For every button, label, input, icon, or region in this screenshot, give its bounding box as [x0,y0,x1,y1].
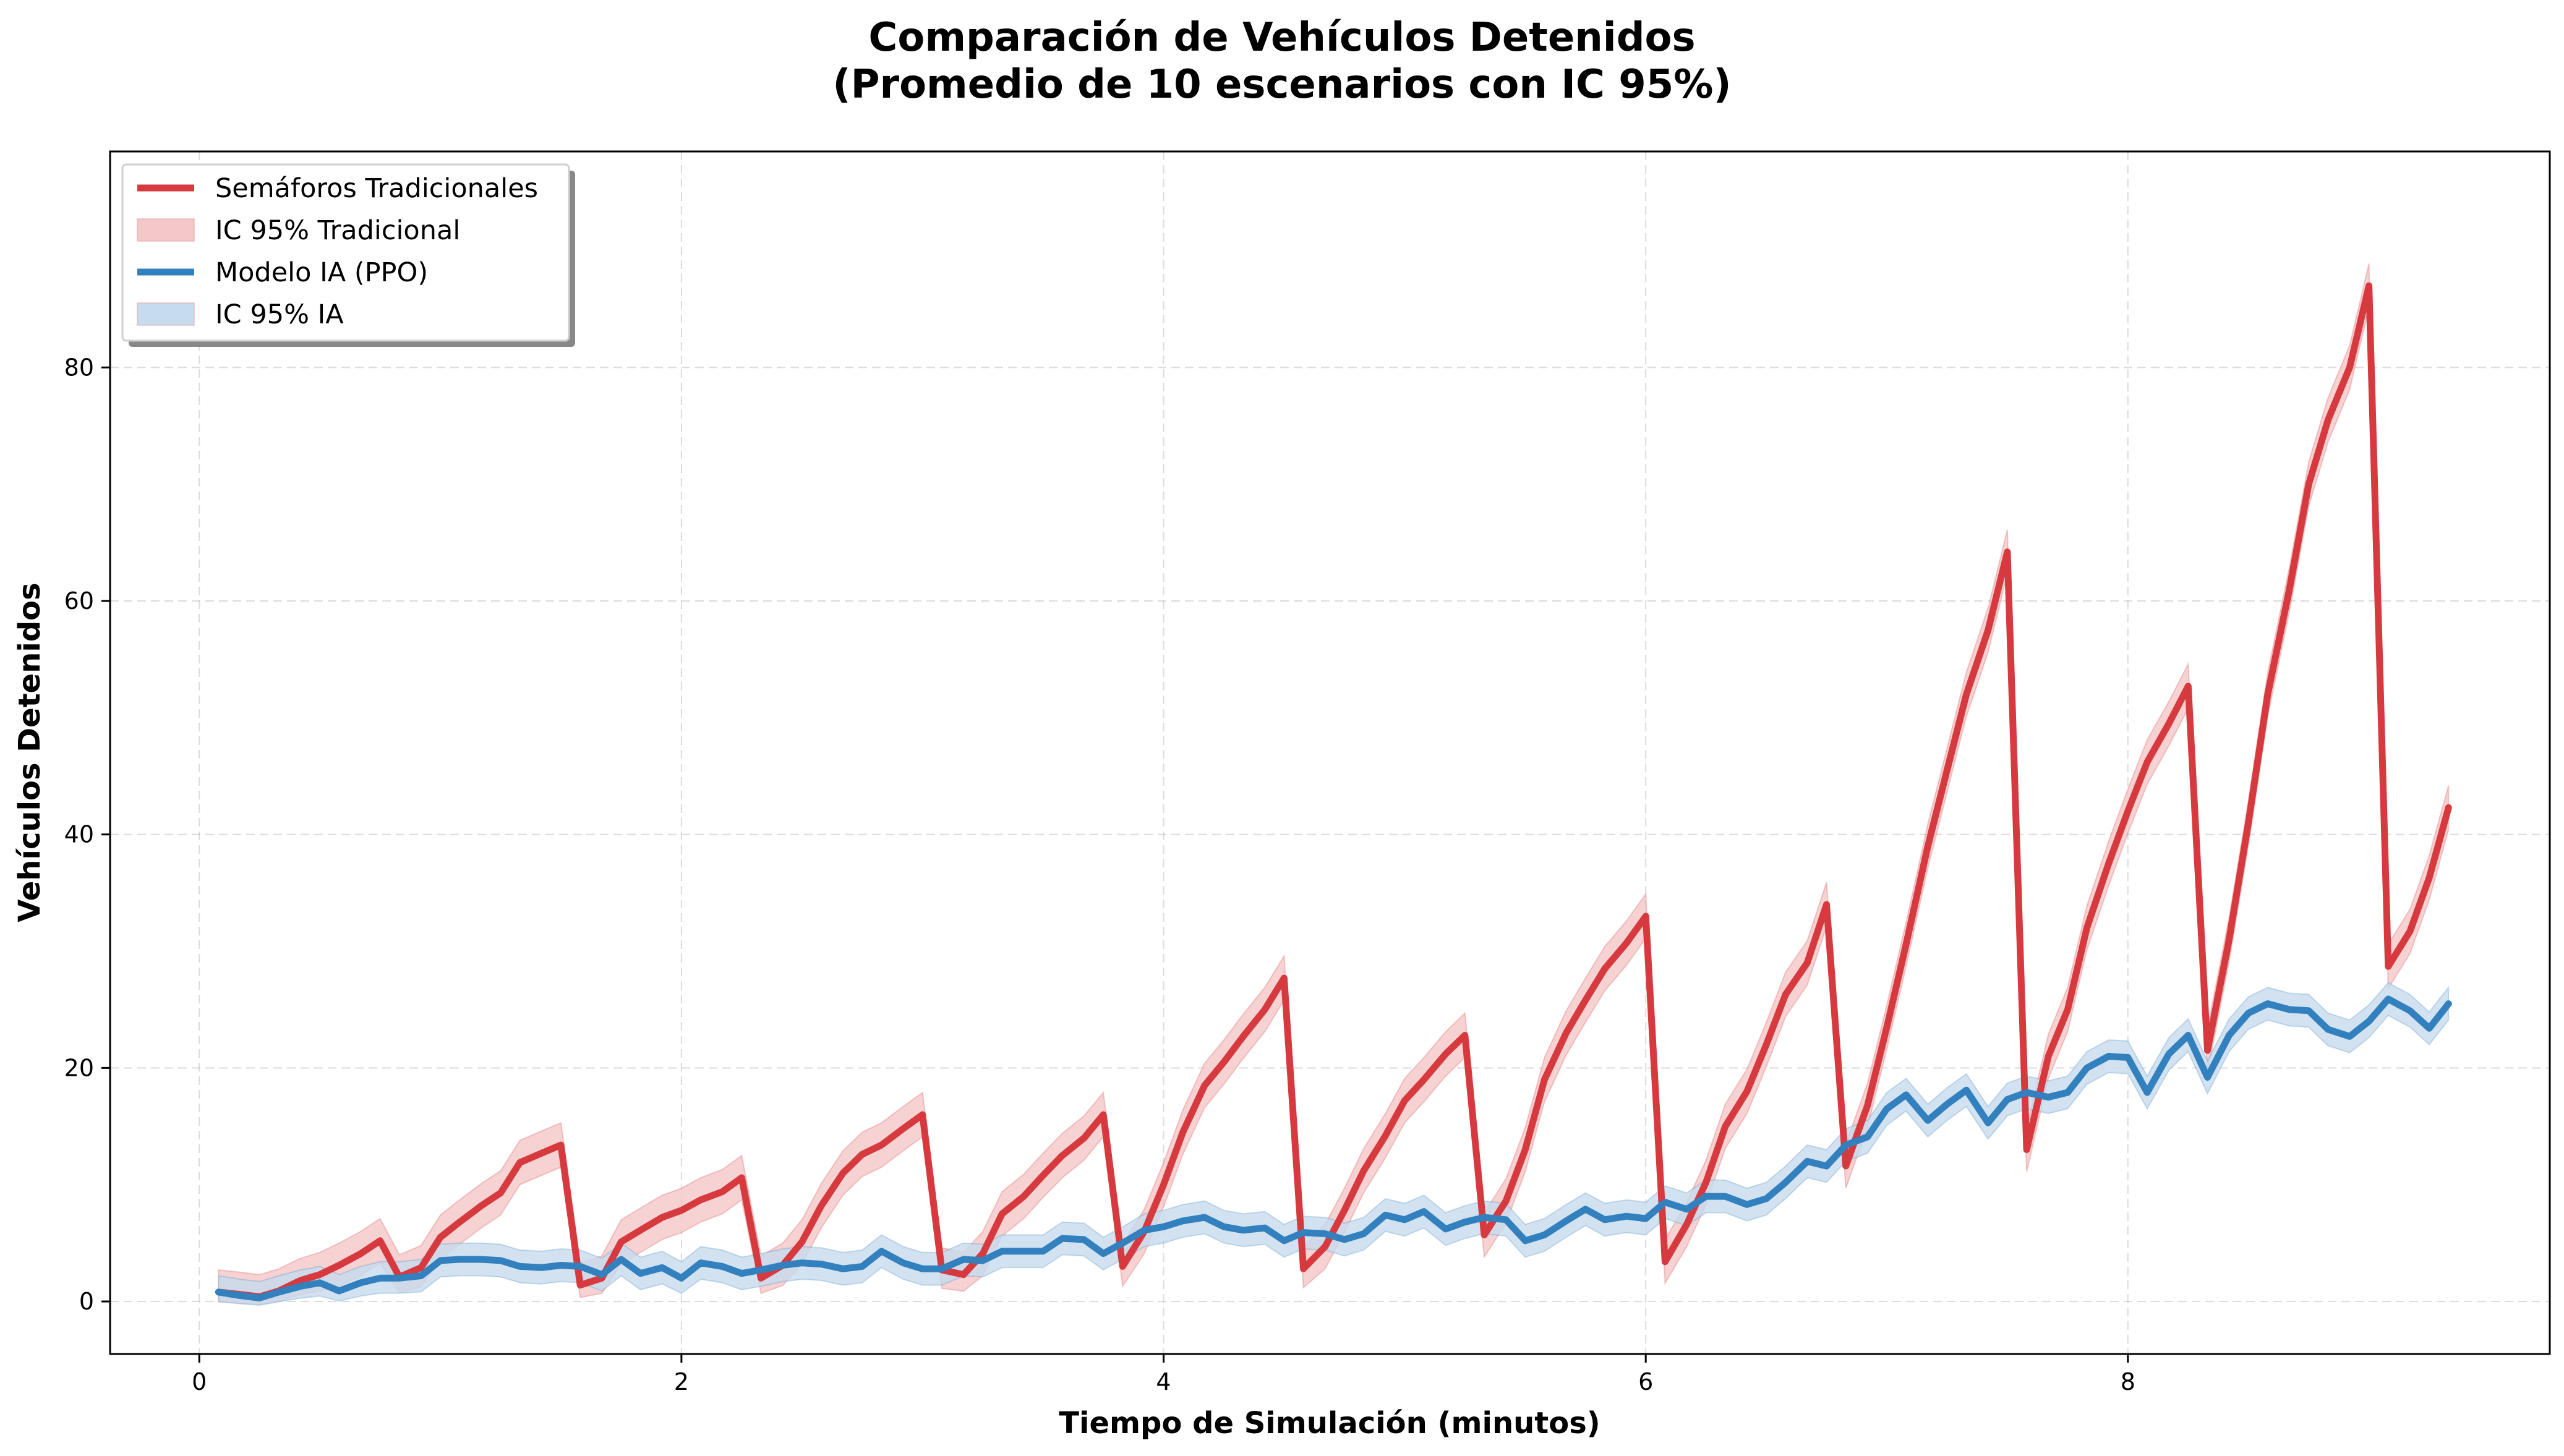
series-lines [215,282,2452,1301]
y-tick-label: 40 [64,821,94,848]
x-tick-label: 8 [2121,1368,2135,1395]
y-tick-label: 0 [79,1288,94,1315]
x-tick-label: 6 [1638,1368,1653,1395]
confidence-band-1 [218,982,2450,1306]
legend-swatch [137,218,195,242]
legend-swatch [137,302,195,326]
legend-label: Modelo IA (PPO) [215,257,428,288]
chart-subtitle: (Promedio de 10 escenarios con IC 95%) [832,62,1731,108]
x-tick-label: 2 [674,1368,689,1395]
y-axis-label: Vehículos Detenidos [12,582,47,922]
series-line-1 [215,995,2452,1301]
y-tick-label: 80 [64,354,94,381]
legend: Semáforos Tradicionales IC 95% Tradiciona… [121,163,575,347]
x-tick-label: 0 [192,1368,207,1395]
legend-box [121,163,570,342]
y-tick-label: 20 [64,1054,94,1081]
legend-label: IC 95% Tradicional [215,215,460,246]
x-tick-label: 4 [1156,1368,1171,1395]
y-tick-label: 60 [64,587,94,615]
series-line-0 [215,282,2452,1300]
plot-frame [109,150,2551,1355]
chart-title: Comparación de Vehículos Detenidos [868,15,1695,61]
legend-label: Semáforos Tradicionales [215,173,538,204]
legend-label: IC 95% IA [215,299,344,330]
grid [110,151,2550,1354]
x-axis-label: Tiempo de Simulación (minutos) [1059,1406,1600,1441]
confidence-bands [218,263,2450,1306]
